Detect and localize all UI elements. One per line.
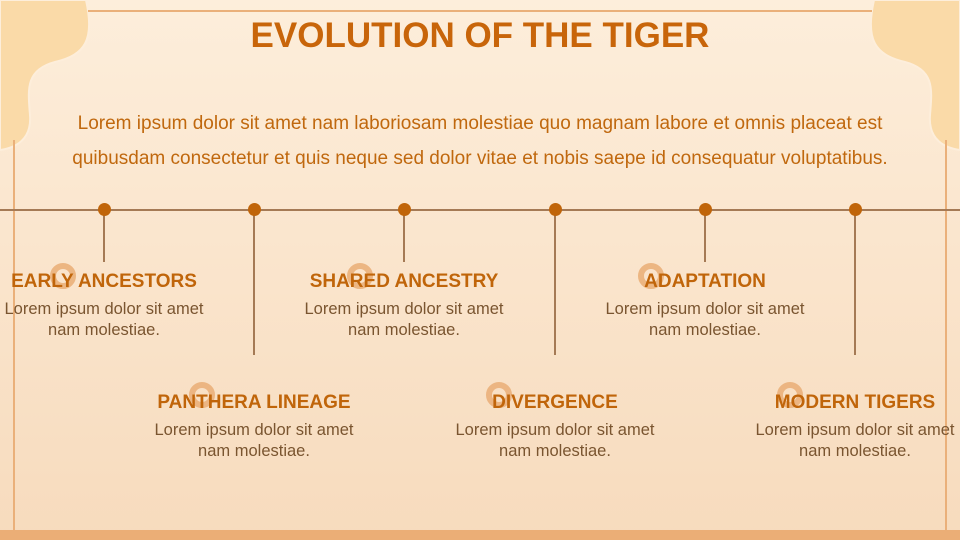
- ring-icon: [486, 382, 512, 408]
- ring-icon: [50, 263, 76, 289]
- timeline-item-text: Lorem ipsum dolor sit amet nam molestiae…: [605, 300, 805, 339]
- timeline-item-text: Lorem ipsum dolor sit amet nam molestiae…: [455, 421, 655, 460]
- timeline-stem: [403, 210, 405, 262]
- timeline-stem: [554, 210, 556, 355]
- timeline-item-title: MODERN TIGERS: [774, 392, 936, 413]
- timeline-item-title: ADAPTATION: [644, 271, 766, 292]
- intro-text: Lorem ipsum dolor sit amet nam laboriosa…: [72, 113, 888, 169]
- timeline-dot: [247, 203, 261, 216]
- timeline-item: PANTHERA LINEAGE Lorem ipsum dolor sit a…: [154, 391, 354, 462]
- timeline-item-title: SHARED ANCESTRY: [309, 271, 499, 292]
- timeline-item: MODERN TIGERS Lorem ipsum dolor sit amet…: [755, 391, 955, 462]
- timeline-stem: [854, 210, 856, 355]
- corner-decoration-left: [0, 0, 91, 152]
- page-title: EVOLUTION OF THE TIGER: [250, 16, 710, 55]
- timeline-item-text: Lorem ipsum dolor sit amet nam molestiae…: [755, 421, 955, 460]
- timeline-item: ADAPTATION Lorem ipsum dolor sit amet na…: [605, 270, 805, 341]
- timeline-item: DIVERGENCE Lorem ipsum dolor sit amet na…: [455, 391, 655, 462]
- timeline-item-title: DIVERGENCE: [492, 392, 618, 413]
- timeline-axis: [0, 209, 960, 211]
- timeline-item-title: EARLY ANCESTORS: [11, 271, 197, 292]
- timeline-dot: [397, 203, 411, 216]
- timeline-stem: [253, 210, 255, 355]
- frame-right-line: [945, 140, 947, 530]
- corner-decoration-right: [869, 0, 960, 152]
- ring-icon: [347, 263, 373, 289]
- ring-icon: [777, 382, 803, 408]
- timeline-item-text: Lorem ipsum dolor sit amet nam molestiae…: [154, 421, 354, 460]
- timeline-dot: [97, 203, 111, 216]
- timeline-item: EARLY ANCESTORS Lorem ipsum dolor sit am…: [4, 270, 204, 341]
- ring-icon: [189, 382, 215, 408]
- timeline-dot: [848, 203, 862, 216]
- timeline-item-text: Lorem ipsum dolor sit amet nam molestiae…: [4, 300, 204, 339]
- ring-icon: [638, 263, 664, 289]
- bottom-bar: [0, 530, 960, 540]
- timeline-item: SHARED ANCESTRY Lorem ipsum dolor sit am…: [304, 270, 504, 341]
- timeline-dot: [698, 203, 712, 216]
- frame-top-line: [88, 10, 872, 12]
- timeline-item-text: Lorem ipsum dolor sit amet nam molestiae…: [304, 300, 504, 339]
- timeline-item-title: PANTHERA LINEAGE: [157, 392, 351, 413]
- timeline-stem: [704, 210, 706, 262]
- timeline-stem: [103, 210, 105, 262]
- timeline-dot: [548, 203, 562, 216]
- frame-left-line: [13, 140, 15, 530]
